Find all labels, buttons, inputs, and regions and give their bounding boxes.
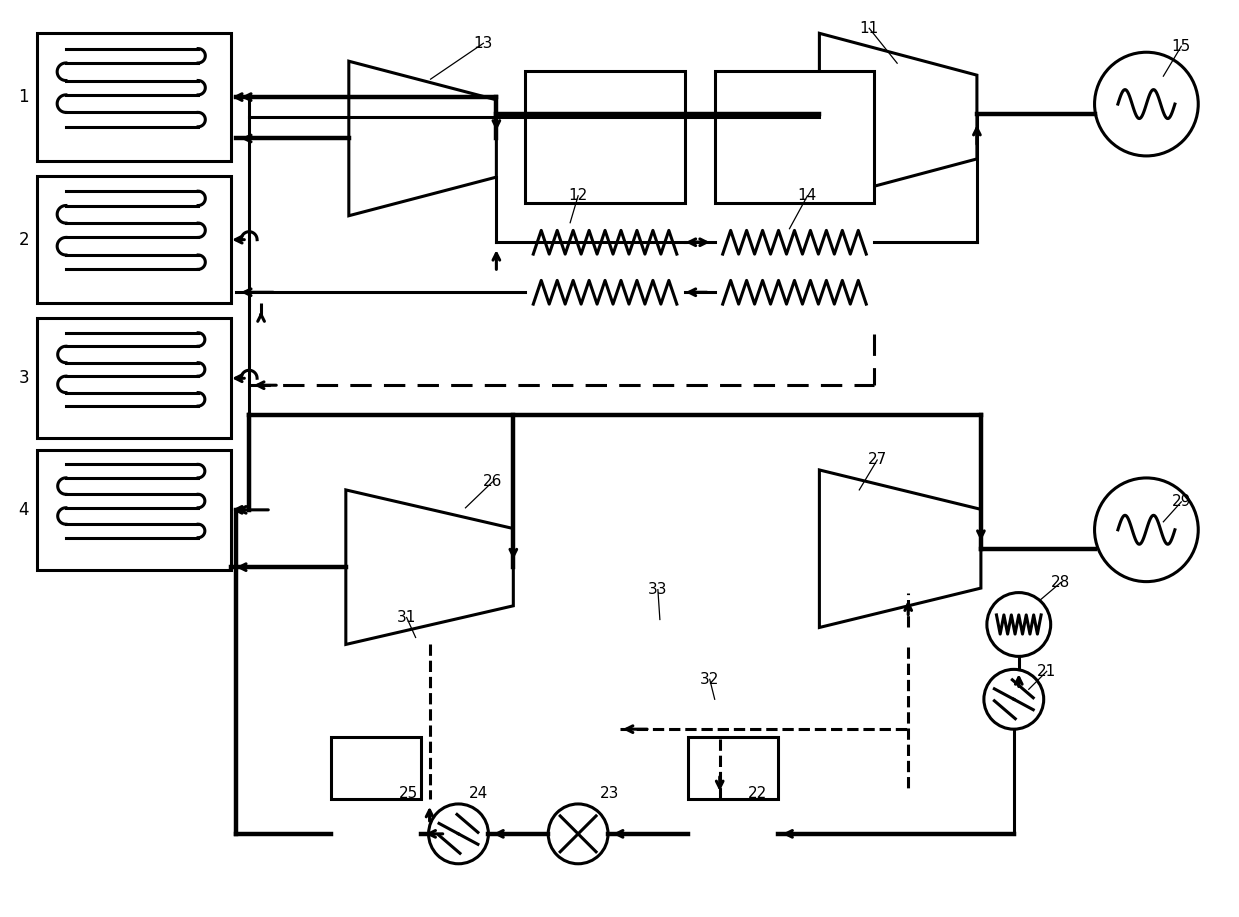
Text: 24: 24	[468, 787, 488, 801]
Bar	[688, 737, 778, 799]
Polygon shape	[346, 490, 513, 645]
Text: 25: 25	[399, 787, 419, 801]
Bar	[37, 318, 232, 438]
Text: 4: 4	[19, 501, 28, 519]
Text: 12: 12	[569, 188, 587, 204]
Text: 22: 22	[748, 787, 767, 801]
Text: 31: 31	[396, 610, 416, 625]
Bar	[37, 33, 232, 160]
Text: 23: 23	[601, 787, 620, 801]
Circle shape	[984, 669, 1043, 729]
Bar	[715, 72, 875, 203]
Circle shape	[548, 804, 608, 864]
Text: 29: 29	[1172, 494, 1191, 509]
Text: 26: 26	[483, 474, 502, 490]
Circle shape	[1094, 478, 1198, 581]
Circle shape	[987, 592, 1051, 657]
Polygon shape	[349, 61, 497, 215]
Bar	[331, 737, 420, 799]
Text: 11: 11	[860, 21, 878, 36]
Text: 1: 1	[19, 88, 30, 106]
Polygon shape	[819, 33, 976, 201]
Text: 27: 27	[867, 452, 887, 468]
Polygon shape	[819, 470, 981, 627]
Bar	[525, 72, 685, 203]
Text: 32: 32	[700, 672, 720, 687]
Circle shape	[1094, 52, 1198, 156]
Text: 13: 13	[473, 36, 493, 50]
Circle shape	[429, 804, 488, 864]
Text: 14: 14	[798, 188, 817, 204]
Bar	[37, 450, 232, 569]
Text: 3: 3	[19, 370, 30, 387]
Text: 15: 15	[1172, 39, 1191, 54]
Text: 28: 28	[1051, 575, 1070, 591]
Bar	[37, 176, 232, 304]
Text: 2: 2	[19, 231, 30, 249]
Text: 21: 21	[1037, 664, 1057, 679]
Text: 33: 33	[648, 582, 668, 597]
